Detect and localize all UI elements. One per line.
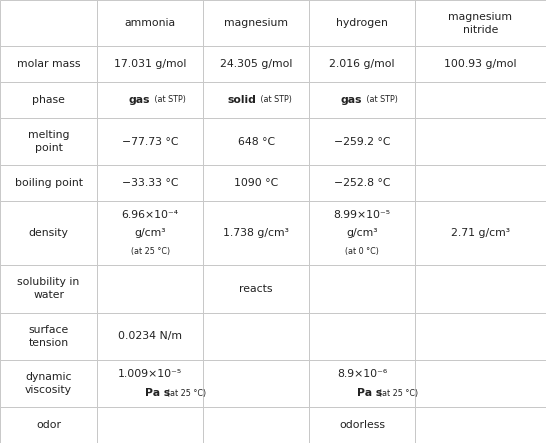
Text: hydrogen: hydrogen (336, 18, 388, 28)
Bar (97, 360, 203, 407)
Bar (0, 201, 97, 265)
Bar (415, 0, 546, 47)
Text: molar mass: molar mass (17, 59, 80, 69)
Bar (0, 0, 97, 47)
Bar (0, 47, 97, 82)
Bar (97, 82, 203, 118)
Bar (415, 312, 546, 360)
Bar (97, 407, 203, 443)
Text: −77.73 °C: −77.73 °C (122, 136, 179, 147)
Text: dynamic
viscosity: dynamic viscosity (25, 372, 72, 395)
Bar (0, 360, 97, 407)
Bar (415, 165, 546, 201)
Bar (97, 0, 203, 47)
Bar (0, 165, 97, 201)
Bar (309, 265, 415, 312)
Bar (309, 165, 415, 201)
Text: −252.8 °C: −252.8 °C (334, 178, 390, 188)
Bar (309, 47, 415, 82)
Text: gas: gas (129, 95, 150, 105)
Text: 17.031 g/mol: 17.031 g/mol (114, 59, 186, 69)
Text: 24.305 g/mol: 24.305 g/mol (220, 59, 292, 69)
Bar (415, 201, 546, 265)
Bar (203, 360, 309, 407)
Bar (415, 47, 546, 82)
Bar (0, 312, 97, 360)
Text: (at STP): (at STP) (364, 95, 397, 105)
Text: odorless: odorless (339, 420, 385, 430)
Text: (at 25 °C): (at 25 °C) (162, 389, 206, 397)
Text: (at 25 °C): (at 25 °C) (374, 389, 418, 397)
Text: 100.93 g/mol: 100.93 g/mol (444, 59, 517, 69)
Text: melting
point: melting point (28, 130, 69, 153)
Text: reacts: reacts (239, 284, 273, 294)
Bar (203, 265, 309, 312)
Text: ammonia: ammonia (124, 18, 176, 28)
Text: odor: odor (36, 420, 61, 430)
Bar (97, 312, 203, 360)
Text: 6.96×10⁻⁴: 6.96×10⁻⁴ (122, 210, 179, 220)
Text: solubility in
water: solubility in water (17, 277, 80, 300)
Bar (97, 265, 203, 312)
Bar (203, 312, 309, 360)
Text: (at STP): (at STP) (152, 95, 186, 105)
Text: g/cm³: g/cm³ (134, 228, 166, 238)
Bar (309, 312, 415, 360)
Text: 1.738 g/cm³: 1.738 g/cm³ (223, 228, 289, 238)
Bar (415, 407, 546, 443)
Text: Pa s: Pa s (357, 388, 382, 398)
Bar (97, 165, 203, 201)
Text: gas: gas (341, 95, 362, 105)
Bar (309, 201, 415, 265)
Bar (97, 118, 203, 165)
Text: surface
tension: surface tension (28, 325, 69, 348)
Text: −33.33 °C: −33.33 °C (122, 178, 179, 188)
Text: g/cm³: g/cm³ (346, 228, 378, 238)
Bar (203, 82, 309, 118)
Bar (309, 118, 415, 165)
Bar (309, 360, 415, 407)
Text: 1.009×10⁻⁵: 1.009×10⁻⁵ (118, 369, 182, 379)
Text: 8.9×10⁻⁶: 8.9×10⁻⁶ (337, 369, 387, 379)
Text: phase: phase (32, 95, 65, 105)
Text: (at 0 °C): (at 0 °C) (345, 247, 379, 256)
Text: magnesium: magnesium (224, 18, 288, 28)
Bar (203, 201, 309, 265)
Text: magnesium
nitride: magnesium nitride (448, 12, 513, 35)
Bar (415, 360, 546, 407)
Bar (203, 0, 309, 47)
Text: 2.71 g/cm³: 2.71 g/cm³ (451, 228, 510, 238)
Bar (309, 82, 415, 118)
Text: 2.016 g/mol: 2.016 g/mol (329, 59, 395, 69)
Text: Pa s: Pa s (145, 388, 170, 398)
Bar (0, 265, 97, 312)
Bar (0, 82, 97, 118)
Text: 0.0234 N/m: 0.0234 N/m (118, 331, 182, 341)
Bar (0, 118, 97, 165)
Text: density: density (28, 228, 69, 238)
Text: 8.99×10⁻⁵: 8.99×10⁻⁵ (334, 210, 390, 220)
Bar (309, 407, 415, 443)
Bar (203, 118, 309, 165)
Bar (309, 0, 415, 47)
Bar (97, 47, 203, 82)
Bar (203, 407, 309, 443)
Text: 648 °C: 648 °C (238, 136, 275, 147)
Text: (at 25 °C): (at 25 °C) (130, 247, 170, 256)
Bar (415, 265, 546, 312)
Text: 1090 °C: 1090 °C (234, 178, 278, 188)
Bar (0, 407, 97, 443)
Bar (415, 118, 546, 165)
Bar (203, 47, 309, 82)
Bar (97, 201, 203, 265)
Bar (203, 165, 309, 201)
Bar (415, 82, 546, 118)
Text: (at STP): (at STP) (258, 95, 292, 105)
Text: −259.2 °C: −259.2 °C (334, 136, 390, 147)
Text: boiling point: boiling point (15, 178, 82, 188)
Text: solid: solid (227, 95, 256, 105)
